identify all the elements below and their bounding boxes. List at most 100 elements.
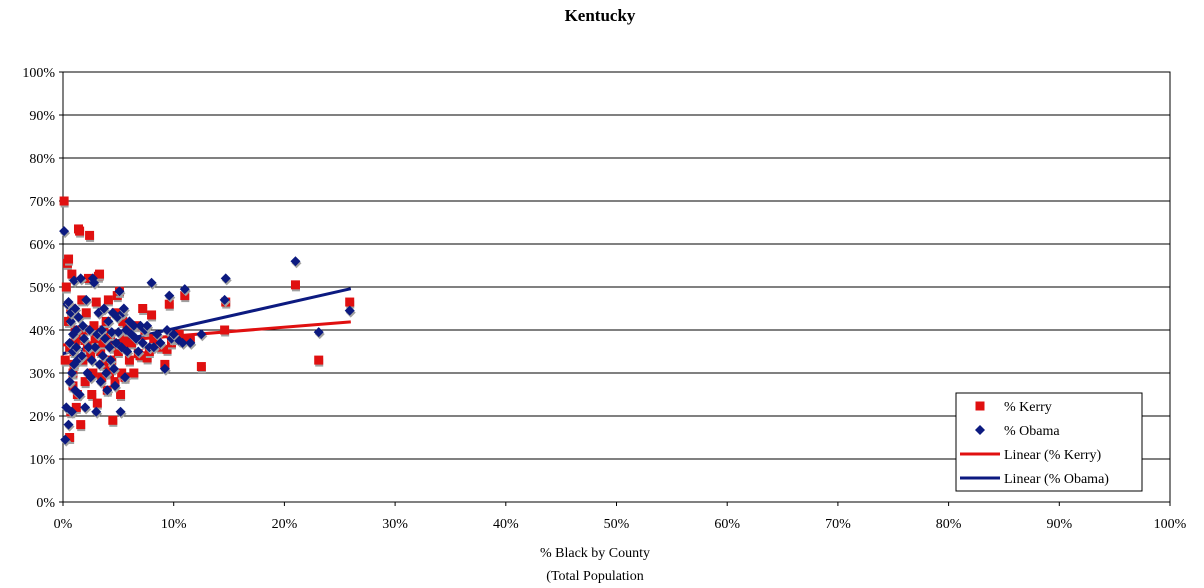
obama-point bbox=[71, 342, 83, 355]
obama-point bbox=[73, 312, 85, 325]
obama-point bbox=[74, 389, 86, 402]
kerry-point bbox=[67, 269, 77, 281]
trendline-kerry bbox=[62, 320, 351, 347]
kerry-point bbox=[118, 316, 128, 328]
kerry-point bbox=[90, 334, 100, 346]
kerry-point bbox=[119, 334, 129, 346]
legend-item-obama: % Obama bbox=[975, 424, 1060, 439]
kerry-point bbox=[100, 359, 110, 371]
obama-point bbox=[88, 277, 100, 290]
x-axis-label-line2: (Total Population bbox=[546, 569, 643, 584]
legend-label: % Obama bbox=[1004, 424, 1060, 439]
obama-point bbox=[118, 303, 130, 316]
x-tick-label: 100% bbox=[1154, 517, 1187, 532]
obama-point bbox=[115, 406, 127, 419]
legend-label: Linear (% Obama) bbox=[1004, 472, 1109, 487]
legend-marker bbox=[975, 425, 985, 435]
obama-point bbox=[290, 256, 302, 269]
obama-point bbox=[110, 380, 122, 393]
kerry-point bbox=[71, 402, 81, 414]
obama-point bbox=[100, 333, 112, 346]
kerry-point bbox=[60, 355, 70, 367]
kerry-point bbox=[103, 295, 113, 307]
x-tick-label: 70% bbox=[825, 517, 851, 532]
x-tick-label: 80% bbox=[936, 517, 962, 532]
kerry-point bbox=[116, 390, 126, 401]
y-tick-label: 0% bbox=[36, 496, 55, 511]
kerry-point bbox=[220, 325, 230, 337]
obama-point bbox=[122, 346, 134, 359]
x-tick-label: 0% bbox=[54, 517, 73, 532]
kerry-point bbox=[196, 362, 206, 374]
obama-point bbox=[65, 316, 77, 329]
kerry-point bbox=[87, 390, 97, 401]
y-tick-label: 60% bbox=[29, 238, 55, 253]
obama-point bbox=[101, 368, 113, 380]
obama-point bbox=[60, 434, 72, 447]
x-tick-label: 60% bbox=[714, 517, 740, 532]
x-tick-label: 10% bbox=[161, 517, 187, 532]
legend-item-linear-kerry: Linear (% Kerry) bbox=[960, 448, 1102, 463]
obama-point bbox=[179, 284, 191, 297]
kerry-point bbox=[164, 299, 174, 311]
kerry-point bbox=[98, 338, 108, 350]
kerry-point bbox=[138, 304, 148, 315]
kerry-point bbox=[76, 420, 86, 432]
obama-point bbox=[133, 346, 145, 359]
obama-point bbox=[102, 385, 114, 398]
x-tick-label: 40% bbox=[493, 517, 519, 532]
kerry-point bbox=[180, 291, 190, 303]
obama-point bbox=[63, 297, 75, 310]
legend-label: Linear (% Kerry) bbox=[1004, 448, 1102, 463]
legend: % Kerry % Obama Linear (% Kerry) Linear (% … bbox=[955, 392, 1143, 492]
x-tick-label: 50% bbox=[604, 517, 630, 532]
kerry-point bbox=[124, 355, 134, 367]
kerry-point bbox=[81, 308, 91, 320]
obama-point bbox=[155, 337, 167, 350]
kerry-point bbox=[314, 355, 324, 367]
obama-point bbox=[63, 419, 75, 432]
kerry-point bbox=[290, 280, 300, 292]
obama-point bbox=[103, 316, 115, 329]
y-tick-label: 70% bbox=[29, 195, 55, 210]
x-axis-label-line1: % Black by County bbox=[540, 546, 650, 561]
x-tick-label: 90% bbox=[1046, 517, 1072, 532]
obama-point bbox=[67, 329, 79, 342]
obama-point bbox=[164, 290, 176, 303]
obama-point bbox=[159, 363, 171, 376]
obama-point bbox=[106, 327, 118, 340]
y-tick-label: 100% bbox=[22, 66, 55, 81]
obama-point bbox=[108, 363, 120, 376]
y-tick-label: 80% bbox=[29, 152, 55, 167]
y-tick-label: 90% bbox=[29, 109, 55, 124]
kerry-point bbox=[65, 433, 75, 444]
obama-point bbox=[85, 372, 97, 385]
y-tick-label: 30% bbox=[29, 367, 55, 382]
obama-point bbox=[75, 273, 87, 286]
obama-point bbox=[196, 329, 208, 342]
axis-ticks: 0% 10% 20% 30% 40% 50% 60% 70% 80% 90% 100% 0% 10% 20… bbox=[22, 66, 1186, 532]
obama-point bbox=[113, 327, 125, 340]
obama-point bbox=[69, 359, 81, 372]
kerry-point bbox=[61, 282, 71, 294]
kerry-point bbox=[162, 344, 172, 356]
legend-label: % Kerry bbox=[1004, 400, 1052, 415]
obama-point bbox=[344, 305, 356, 318]
obama-point bbox=[91, 406, 103, 419]
obama-point bbox=[95, 376, 107, 389]
kerry-point bbox=[92, 398, 102, 410]
y-tick-label: 20% bbox=[29, 410, 55, 425]
x-tick-label: 20% bbox=[272, 517, 298, 532]
obama-point bbox=[220, 273, 232, 286]
obama-point bbox=[76, 350, 88, 363]
kerry-point bbox=[85, 230, 95, 242]
kerry-point bbox=[75, 226, 85, 238]
legend-marker bbox=[975, 401, 985, 411]
legend-item-linear-obama: Linear (% Obama) bbox=[960, 472, 1109, 487]
chart-title: Kentucky bbox=[565, 6, 636, 25]
kerry-point bbox=[89, 321, 99, 333]
obama-point bbox=[98, 303, 110, 316]
kerry-point bbox=[129, 368, 139, 380]
x-tick-label: 30% bbox=[382, 517, 408, 532]
